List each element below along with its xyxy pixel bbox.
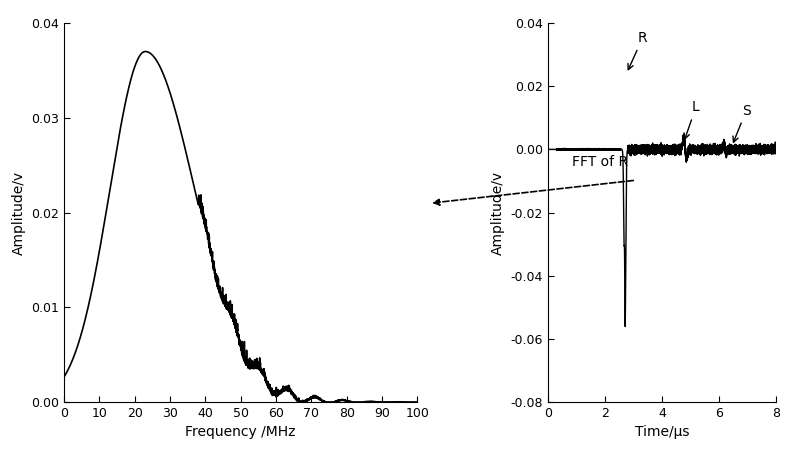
Text: S: S <box>733 103 750 142</box>
Y-axis label: Amplitude/v: Amplitude/v <box>11 170 26 255</box>
Text: R: R <box>628 31 647 70</box>
X-axis label: Frequency /MHz: Frequency /MHz <box>186 426 296 439</box>
X-axis label: Time/μs: Time/μs <box>634 426 690 439</box>
Y-axis label: Amplitude/v: Amplitude/v <box>491 170 505 255</box>
Text: L: L <box>684 101 700 139</box>
Text: FFT of R: FFT of R <box>572 155 628 169</box>
